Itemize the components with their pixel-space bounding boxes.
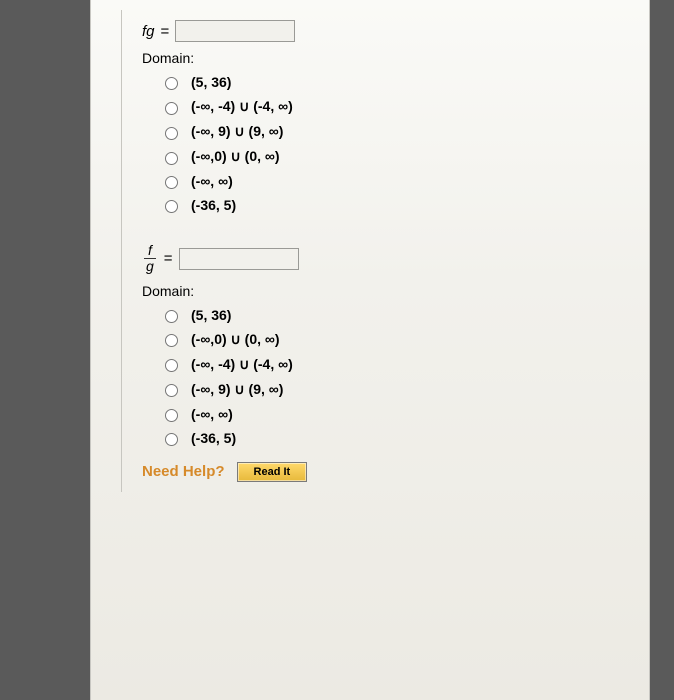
help-row: Need Help? Read It — [142, 462, 649, 482]
question-panel: fg = Domain: (5, 36) (-∞, -4) ∪ (-4, ∞) … — [90, 0, 650, 700]
domain-label-2: Domain: — [142, 283, 649, 299]
domain-option[interactable]: (-∞, 9) ∪ (9, ∞) — [160, 377, 649, 402]
option-text: (-36, 5) — [191, 197, 236, 213]
option-text: (-∞,0) ∪ (0, ∞) — [191, 331, 280, 348]
fraction-denominator: g — [142, 259, 158, 274]
f-over-g-answer-input[interactable] — [179, 248, 299, 270]
radio-input[interactable] — [165, 409, 178, 422]
option-text: (-36, 5) — [191, 430, 236, 446]
fg-answer-input[interactable] — [175, 20, 295, 42]
option-text: (-∞, ∞) — [191, 406, 233, 422]
domain-option[interactable]: (-∞,0) ∪ (0, ∞) — [160, 327, 649, 352]
need-help-label: Need Help? — [142, 463, 225, 480]
option-text: (5, 36) — [191, 307, 231, 323]
radio-input[interactable] — [165, 176, 178, 189]
domain-label-1: Domain: — [142, 50, 649, 66]
f-over-g-equation-row: f g = — [142, 243, 649, 275]
radio-input[interactable] — [165, 77, 178, 90]
option-text: (-∞, -4) ∪ (-4, ∞) — [191, 98, 293, 115]
domain-option[interactable]: (-∞, 9) ∪ (9, ∞) — [160, 119, 649, 144]
content-area: fg = Domain: (5, 36) (-∞, -4) ∪ (-4, ∞) … — [121, 10, 649, 492]
radio-input[interactable] — [165, 152, 178, 165]
equals-sign: = — [161, 23, 170, 40]
domain-option[interactable]: (-∞, ∞) — [160, 402, 649, 426]
domain-options-2: (5, 36) (-∞,0) ∪ (0, ∞) (-∞, -4) ∪ (-4, … — [160, 303, 649, 450]
domain-option[interactable]: (-∞, -4) ∪ (-4, ∞) — [160, 94, 649, 119]
equals-sign: = — [164, 250, 173, 267]
option-text: (-∞, 9) ∪ (9, ∞) — [191, 123, 283, 140]
radio-input[interactable] — [165, 433, 178, 446]
domain-option[interactable]: (5, 36) — [160, 70, 649, 94]
domain-option[interactable]: (-∞,0) ∪ (0, ∞) — [160, 144, 649, 169]
domain-option[interactable]: (-36, 5) — [160, 426, 649, 450]
domain-option[interactable]: (-∞, -4) ∪ (-4, ∞) — [160, 352, 649, 377]
domain-option[interactable]: (-∞, ∞) — [160, 169, 649, 193]
radio-input[interactable] — [165, 102, 178, 115]
option-text: (-∞,0) ∪ (0, ∞) — [191, 148, 280, 165]
option-text: (-∞, ∞) — [191, 173, 233, 189]
fg-label: fg — [142, 23, 155, 40]
spacer — [142, 217, 649, 243]
radio-input[interactable] — [165, 310, 178, 323]
fraction-f-over-g: f g — [142, 243, 158, 275]
radio-input[interactable] — [165, 384, 178, 397]
radio-input[interactable] — [165, 200, 178, 213]
radio-input[interactable] — [165, 359, 178, 372]
option-text: (5, 36) — [191, 74, 231, 90]
domain-option[interactable]: (-36, 5) — [160, 193, 649, 217]
read-it-button[interactable]: Read It — [237, 462, 308, 482]
option-text: (-∞, 9) ∪ (9, ∞) — [191, 381, 283, 398]
option-text: (-∞, -4) ∪ (-4, ∞) — [191, 356, 293, 373]
radio-input[interactable] — [165, 334, 178, 347]
fraction-numerator: f — [144, 243, 156, 259]
domain-option[interactable]: (5, 36) — [160, 303, 649, 327]
domain-options-1: (5, 36) (-∞, -4) ∪ (-4, ∞) (-∞, 9) ∪ (9,… — [160, 70, 649, 217]
radio-input[interactable] — [165, 127, 178, 140]
fg-equation-row: fg = — [142, 20, 649, 42]
